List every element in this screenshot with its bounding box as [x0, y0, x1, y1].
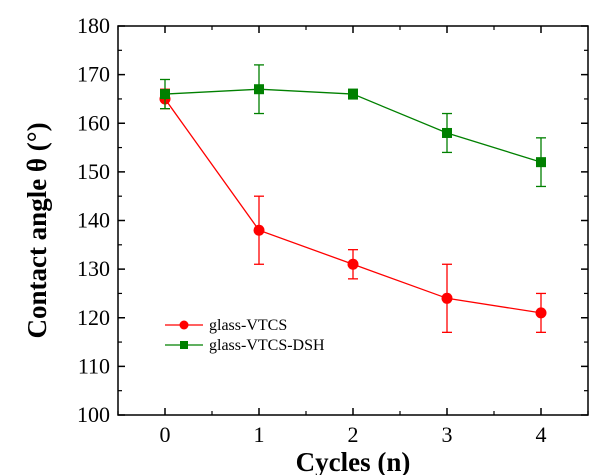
axes	[117, 25, 589, 416]
data-point	[253, 224, 265, 236]
x-tick-label: 0	[160, 422, 171, 447]
y-axis-title: Contact angle θ (°)	[22, 122, 52, 338]
data-point	[441, 292, 453, 304]
y-tick-label: 160	[77, 110, 110, 135]
y-tick-label: 130	[77, 256, 110, 281]
y-tick-label: 170	[77, 62, 110, 87]
data-point	[160, 89, 170, 100]
y-tick-label: 180	[77, 13, 110, 38]
plot-frame	[117, 25, 589, 416]
legend-label: glass-VTCS	[209, 317, 287, 334]
data-point	[535, 307, 547, 319]
legend-item: glass-VTCS	[165, 317, 287, 334]
series-glass-VTCS-DSH	[160, 64, 546, 188]
legend-item: glass-VTCS-DSH	[165, 337, 325, 354]
series-glass-VTCS	[159, 88, 547, 333]
legend-label: glass-VTCS-DSH	[209, 337, 325, 354]
series-line	[164, 98, 542, 314]
data-point	[442, 127, 452, 138]
series-layer	[159, 64, 547, 333]
data-point	[254, 84, 264, 95]
x-tick-label: 2	[348, 422, 359, 447]
legend-marker	[179, 320, 189, 330]
data-point	[347, 258, 359, 270]
y-tick-label: 150	[77, 159, 110, 184]
series-line	[164, 88, 542, 163]
y-tick-label: 100	[77, 402, 110, 427]
x-axis-title: Cycles (n)	[296, 447, 411, 475]
legend: glass-VTCS glass-VTCS-DSH	[165, 317, 325, 354]
tick-labels: 100 110 120 130 140 150 160 170 180 0 1 2 3 4	[77, 13, 547, 447]
x-tick-label: 3	[442, 422, 453, 447]
x-tick-label: 1	[254, 422, 265, 447]
x-tick-label: 4	[536, 422, 547, 447]
data-point	[348, 89, 358, 100]
y-tick-label: 120	[77, 305, 110, 330]
y-tick-label: 140	[77, 208, 110, 233]
legend-marker	[180, 341, 188, 349]
data-point	[536, 157, 546, 168]
y-tick-label: 110	[78, 353, 110, 378]
